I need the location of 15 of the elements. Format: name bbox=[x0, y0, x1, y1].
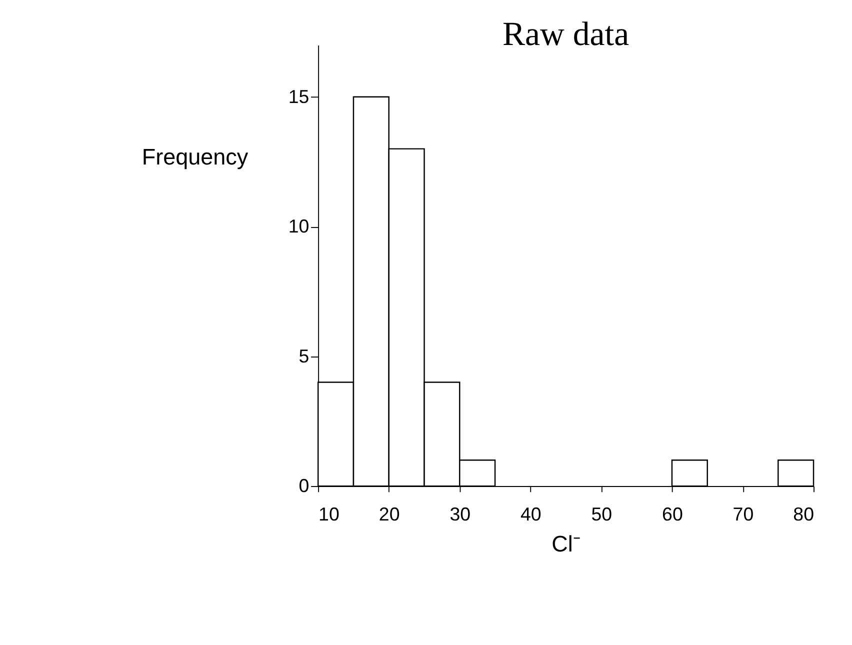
x-tick-label: 70 bbox=[732, 503, 754, 524]
x-tick-label: 50 bbox=[591, 503, 612, 524]
x-tick-label: 80 bbox=[793, 503, 814, 524]
x-axis-title: Cl⁻ bbox=[552, 531, 581, 556]
y-tick-label: 15 bbox=[288, 86, 310, 108]
x-tick-label: 20 bbox=[378, 503, 400, 524]
x-tick-label: 40 bbox=[520, 503, 542, 524]
y-tick-label: 5 bbox=[298, 345, 310, 366]
y-tick-label: 0 bbox=[298, 475, 310, 496]
x-tick-label: 60 bbox=[662, 503, 683, 524]
x-tick-label: 30 bbox=[450, 503, 471, 524]
chart-title: Raw data bbox=[502, 16, 630, 54]
y-tick-label: 10 bbox=[288, 216, 310, 237]
x-tick-label: 10 bbox=[318, 503, 340, 524]
y-axis-title: Frequency bbox=[142, 144, 249, 170]
